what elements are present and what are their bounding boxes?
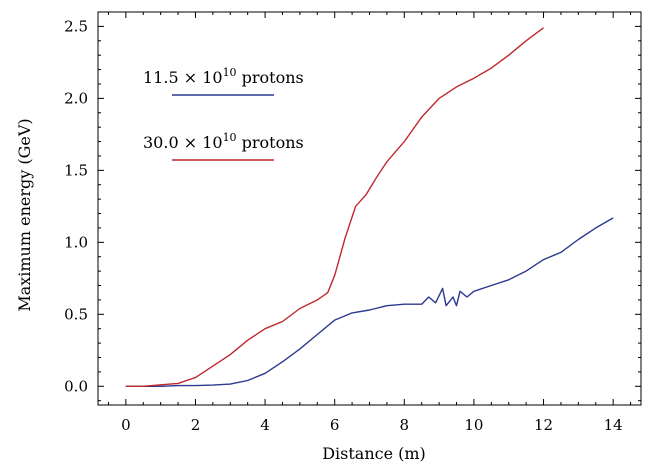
legend-label-2: 30.0 × 1010 protons [143, 131, 304, 152]
axis-tick-labels: 0 2 4 6 8 10 12 14 0.0 0.5 1.0 1.5 2.0 2.5 [64, 17, 623, 434]
axis-ticks [98, 11, 641, 405]
y-tick-label: 1.0 [64, 233, 88, 251]
y-tick-label: 2.5 [64, 17, 88, 35]
x-tick-label: 8 [400, 416, 410, 434]
legend: 11.5 × 1010 protons 30.0 × 1010 protons [143, 66, 304, 161]
x-tick-label: 14 [604, 416, 623, 434]
x-tick-label: 6 [330, 416, 340, 434]
y-tick-label: 1.5 [64, 161, 88, 179]
series-lines [125, 27, 614, 387]
x-tick-label: 12 [534, 416, 553, 434]
series-line-2 [125, 27, 544, 387]
y-tick-label: 2.0 [64, 89, 88, 107]
y-tick-label: 0.0 [64, 377, 88, 395]
x-tick-label: 10 [464, 416, 483, 434]
y-axis-label: Maximum energy (GeV) [15, 118, 34, 311]
x-axis-label: Distance (m) [322, 444, 426, 463]
legend-label-1: 11.5 × 1010 protons [143, 66, 304, 87]
series-line-1 [125, 217, 614, 387]
x-tick-label: 4 [260, 416, 270, 434]
x-tick-label: 0 [121, 416, 131, 434]
y-tick-label: 0.5 [64, 305, 88, 323]
x-tick-label: 2 [191, 416, 201, 434]
